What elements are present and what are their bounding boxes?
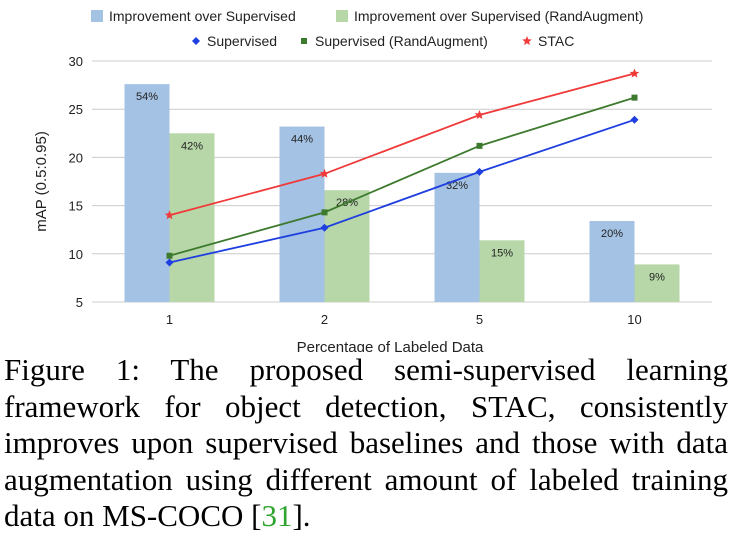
citation-link[interactable]: 31	[261, 498, 293, 533]
series-point	[474, 110, 485, 119]
series-point	[320, 223, 329, 232]
x-tick-label: 1	[166, 312, 173, 327]
y-tick-label: 30	[69, 54, 83, 69]
series-point	[630, 115, 639, 124]
legend-swatch	[336, 10, 348, 22]
bar	[479, 240, 525, 302]
legend-label: Improvement over Supervised	[109, 8, 296, 24]
figure-caption: Figure 1: The proposed semi-supervised l…	[4, 352, 728, 535]
bar-data-label: 42%	[181, 140, 203, 152]
legend-marker	[192, 37, 200, 45]
series-point	[629, 68, 640, 78]
legend-label: Improvement over Supervised (RandAugment…	[354, 8, 643, 24]
x-tick-label: 5	[476, 312, 483, 327]
legend-swatch	[91, 10, 103, 22]
bar-data-label: 54%	[136, 91, 158, 103]
legend-label: STAC	[538, 33, 574, 49]
series-point	[165, 258, 174, 267]
legend-label: Supervised	[207, 33, 277, 49]
bar-data-label: 32%	[446, 180, 468, 192]
series-line	[169, 96, 635, 257]
series-point	[166, 252, 173, 259]
bar-data-label: 9%	[649, 271, 665, 283]
x-tick-label: 2	[321, 312, 328, 327]
legend-marker	[301, 38, 307, 44]
series-point	[319, 168, 330, 178]
y-tick-label: 10	[69, 247, 83, 262]
series-point	[475, 167, 484, 176]
caption-end: ].	[292, 498, 311, 533]
bar-data-label: 20%	[601, 228, 623, 240]
series-point	[321, 209, 328, 216]
series-line	[169, 72, 635, 217]
y-tick-label: 5	[76, 295, 83, 310]
x-axis-title: Percentage of Labeled Data	[297, 339, 484, 352]
series-point	[476, 142, 483, 149]
series-line	[169, 118, 635, 264]
bar-data-label: 15%	[491, 247, 513, 259]
bar-data-label: 44%	[291, 134, 313, 146]
y-tick-label: 20	[69, 150, 83, 165]
bar	[124, 84, 170, 302]
bar	[169, 133, 215, 302]
legend-label: Supervised (RandAugment)	[315, 33, 488, 49]
x-tick-label: 10	[627, 312, 641, 327]
series-point	[164, 210, 175, 220]
series-point	[631, 94, 638, 101]
bar	[589, 221, 635, 302]
bar	[434, 172, 480, 302]
legend-marker	[522, 36, 532, 45]
y-tick-label: 25	[69, 102, 83, 117]
caption-text: Figure 1: The proposed semi-supervised l…	[4, 352, 728, 533]
bar	[634, 264, 680, 302]
y-tick-label: 15	[69, 199, 83, 214]
y-axis-title: mAP (0.5:0.95)	[33, 131, 50, 232]
